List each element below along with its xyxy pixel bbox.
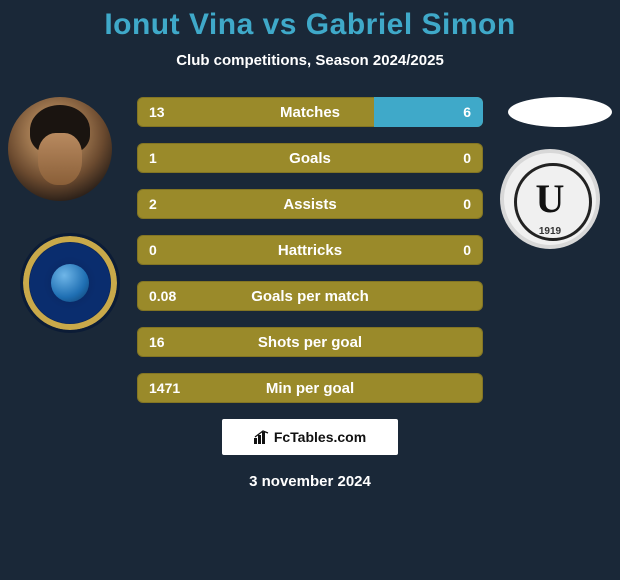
player-right-avatar	[508, 97, 612, 127]
stat-value-right: 0	[463, 242, 471, 258]
club-right-year: 1919	[504, 226, 596, 237]
stat-row: 1471Min per goal	[137, 373, 483, 403]
stat-value-left: 0.08	[149, 288, 176, 304]
stat-row: 13Matches6	[137, 97, 483, 127]
subtitle: Club competitions, Season 2024/2025	[0, 52, 620, 69]
stat-label: Hattricks	[137, 242, 483, 259]
stat-value-left: 16	[149, 334, 165, 350]
stat-row: 16Shots per goal	[137, 327, 483, 357]
stat-label: Goals per match	[137, 288, 483, 305]
club-left-badge	[20, 233, 120, 333]
stat-label: Min per goal	[137, 380, 483, 397]
stat-row: 0.08Goals per match	[137, 281, 483, 311]
stat-value-right: 0	[463, 150, 471, 166]
page-title: Ionut Vina vs Gabriel Simon	[0, 0, 620, 42]
stat-value-right: 0	[463, 196, 471, 212]
club-right-badge: U 1919	[500, 149, 600, 249]
stat-label: Shots per goal	[137, 334, 483, 351]
stat-row: 1Goals0	[137, 143, 483, 173]
stat-value-left: 1471	[149, 380, 180, 396]
date-text: 3 november 2024	[0, 473, 620, 490]
stat-value-left: 0	[149, 242, 157, 258]
stat-row: 2Assists0	[137, 189, 483, 219]
chart-icon	[254, 430, 270, 444]
stat-value-left: 2	[149, 196, 157, 212]
site-badge: FcTables.com	[222, 419, 398, 455]
site-badge-text: FcTables.com	[274, 429, 366, 445]
club-right-letter: U	[504, 175, 596, 222]
stat-label: Assists	[137, 196, 483, 213]
stat-value-left: 1	[149, 150, 157, 166]
comparison-panel: U 1919 13Matches61Goals02Assists00Hattri…	[0, 97, 620, 403]
stat-value-right: 6	[463, 104, 471, 120]
stat-label: Goals	[137, 150, 483, 167]
stat-row: 0Hattricks0	[137, 235, 483, 265]
stat-value-left: 13	[149, 104, 165, 120]
player-left-avatar	[8, 97, 112, 201]
stat-bars: 13Matches61Goals02Assists00Hattricks00.0…	[137, 97, 483, 403]
